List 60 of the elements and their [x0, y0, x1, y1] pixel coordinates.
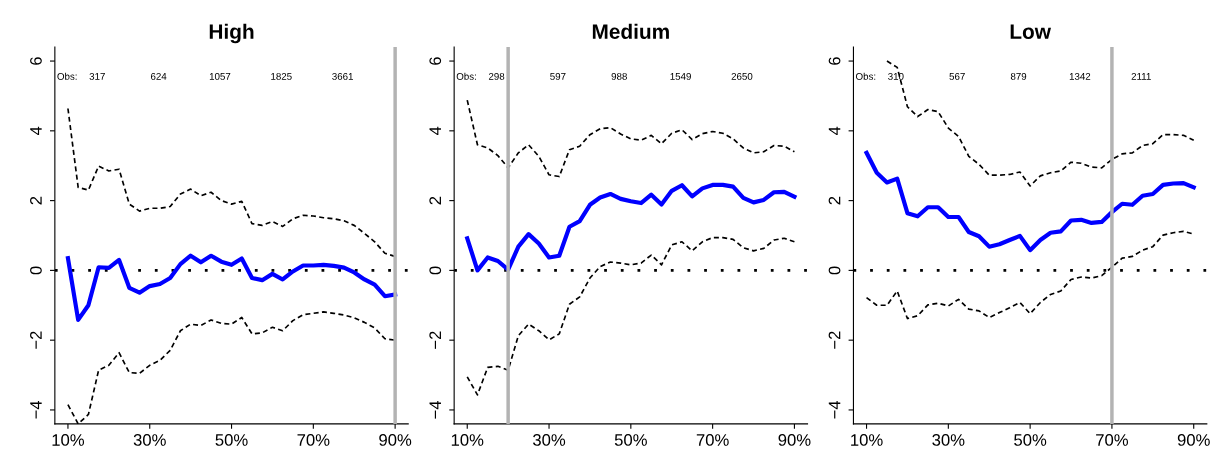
annotation: 310 [888, 72, 904, 80]
annotation: 317 [89, 72, 105, 80]
x-tick-label: 10% [851, 434, 883, 446]
y-tick-label: 2 [828, 196, 841, 205]
annotation: 624 [150, 72, 167, 80]
x-tick-label: 30% [932, 434, 965, 446]
annotation: 1057 [209, 72, 231, 80]
line-series [864, 150, 1196, 253]
annotation: 2650 [731, 72, 753, 80]
y-tick-label: 4 [429, 126, 441, 136]
annotation: 1342 [1069, 72, 1091, 80]
y-tick-label: 2 [30, 196, 42, 205]
annotation: Obs: [57, 72, 77, 80]
x-tick-label: 70% [1096, 434, 1129, 446]
y-tick-label: −4 [429, 400, 441, 419]
y-tick-label: 0 [30, 266, 42, 275]
x-tick-label: 70% [696, 434, 729, 446]
line-series [465, 182, 797, 273]
annotation: 1825 [271, 72, 292, 80]
y-tick-label: 0 [828, 266, 841, 275]
x-tick-label: 30% [532, 434, 566, 446]
y-tick-label: 4 [828, 126, 841, 136]
y-tick-label: 2 [429, 196, 441, 205]
line-series [886, 60, 1195, 187]
annotation: 3661 [332, 72, 353, 80]
y-tick-label: −2 [30, 331, 42, 349]
x-tick-label: 50% [1014, 434, 1047, 446]
annotation: 298 [488, 72, 505, 80]
chart-title: Medium [592, 23, 669, 39]
annotation: 567 [949, 72, 965, 80]
chart-title: Low [1010, 24, 1051, 39]
chart-title: High [209, 23, 254, 44]
y-tick-label: −4 [828, 400, 841, 419]
line-series [67, 107, 396, 258]
line-series [466, 236, 796, 396]
annotation: Obs: [456, 72, 476, 80]
x-tick-label: 10% [52, 434, 85, 446]
x-tick-label: 50% [614, 434, 647, 446]
x-tick-label: 10% [451, 434, 484, 446]
x-tick-label: 90% [1177, 434, 1210, 446]
annotation: 1549 [670, 72, 691, 80]
annotation: 597 [550, 72, 566, 80]
y-tick-label: −4 [30, 400, 42, 419]
y-tick-label: 6 [828, 57, 841, 65]
line-series [466, 99, 796, 178]
annotation: Obs: [856, 72, 876, 80]
y-tick-label: 6 [30, 57, 42, 65]
x-tick-label: 70% [297, 434, 330, 446]
x-tick-label: 50% [215, 434, 248, 446]
annotation: 2111 [1131, 72, 1151, 80]
annotation: 988 [611, 72, 627, 80]
y-tick-label: −2 [828, 331, 841, 349]
x-tick-label: 90% [778, 434, 811, 446]
y-tick-label: 4 [30, 126, 42, 136]
annotation: 879 [1010, 72, 1027, 80]
x-tick-label: 30% [133, 434, 166, 446]
y-tick-label: 0 [429, 266, 442, 275]
x-tick-label: 90% [379, 434, 412, 446]
y-tick-label: 6 [429, 57, 442, 65]
y-tick-label: −2 [429, 331, 441, 349]
